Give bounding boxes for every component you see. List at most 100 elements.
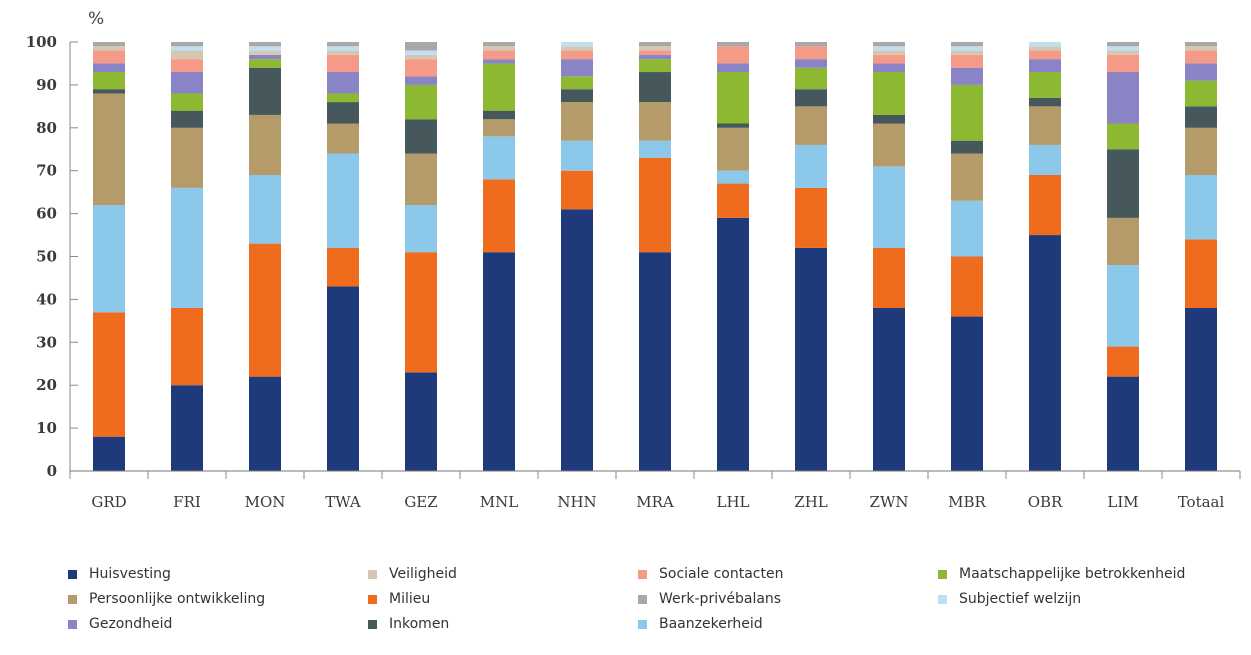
legend-label: Maatschappelijke betrokkenheid (959, 566, 1186, 582)
bar-segment (873, 114, 905, 124)
bar-segment (249, 42, 281, 47)
bar-segment (873, 46, 905, 51)
bar-segment (405, 76, 437, 85)
x-tick-label: FRI (173, 493, 201, 511)
legend-swatch (68, 569, 77, 579)
bar-segment (561, 170, 593, 210)
bar-segment (171, 187, 203, 308)
bar-segment (1185, 42, 1217, 47)
x-tick-label: NHN (557, 493, 596, 511)
bar-segment (561, 102, 593, 141)
bar-segment (327, 93, 359, 103)
x-tick-label: MON (245, 493, 286, 511)
bar-segment (951, 46, 983, 51)
bar-segment (405, 50, 437, 55)
legend-label: Persoonlijke ontwikkeling (89, 591, 266, 607)
bar-segment (639, 252, 671, 471)
bar-segment (639, 140, 671, 158)
x-tick-label: MBR (948, 493, 986, 511)
x-tick-label: MRA (636, 493, 674, 511)
bar-segment (561, 59, 593, 77)
bar-segment (93, 436, 125, 471)
bar-segment (1107, 265, 1139, 347)
bar-segment (327, 72, 359, 94)
bar-stack-mra (639, 42, 671, 471)
bar-segment (1029, 174, 1061, 236)
bar-segment (1107, 46, 1139, 51)
bar-segment (1029, 97, 1061, 107)
bar-segment (405, 42, 437, 51)
bar-segment (327, 54, 359, 73)
bar-segment (171, 110, 203, 128)
bar-segment (639, 102, 671, 141)
bar-segment (639, 46, 671, 51)
bar-segment (249, 67, 281, 115)
bar-segment (717, 72, 749, 124)
bar-segment (405, 205, 437, 253)
x-tick-label: MNL (480, 493, 518, 511)
bar-stack-totaal (1185, 42, 1217, 471)
bar-segment (951, 200, 983, 257)
legend-item: Persoonlijke ontwikkeling (68, 591, 368, 607)
legend-swatch (368, 594, 377, 604)
bar-segment (483, 119, 515, 137)
y-tick-label: 20 (36, 376, 57, 394)
legend-item: Subjectief welzijn (938, 591, 1248, 607)
legend-swatch (938, 569, 947, 579)
bar-segment (873, 50, 905, 55)
x-tick-label: Totaal (1178, 493, 1225, 511)
bar-segment (483, 63, 515, 111)
bar-segment (717, 170, 749, 184)
bar-segment (327, 42, 359, 47)
x-tick-label: LIM (1107, 493, 1138, 511)
bar-segment (1185, 174, 1217, 240)
bar-segment (405, 153, 437, 206)
bar-stack-lhl (717, 42, 749, 471)
bar-segment (171, 385, 203, 471)
legend-item: Inkomen (368, 616, 638, 632)
bar-segment (171, 127, 203, 188)
bar-segment (951, 256, 983, 317)
bar-segment (93, 89, 125, 94)
legend-label: Sociale contacten (659, 566, 784, 582)
x-tick-label: TWA (325, 493, 361, 511)
bar-segment (483, 252, 515, 471)
y-tick-label: 70 (36, 162, 57, 180)
bar-segment (93, 46, 125, 51)
bar-segment (639, 50, 671, 55)
legend-label: Huisvesting (89, 566, 171, 582)
bar-segment (795, 144, 827, 188)
bar-segment (483, 59, 515, 64)
bar-segment (483, 179, 515, 253)
bar-segment (951, 316, 983, 471)
bar-segment (327, 102, 359, 124)
bar-segment (405, 54, 437, 60)
bar-segment (405, 372, 437, 471)
y-axis: 0 10 20 30 40 50 60 70 80 90 100 (26, 33, 78, 480)
bar-segment (1185, 106, 1217, 128)
bar-segment (93, 50, 125, 64)
bar-segment (249, 114, 281, 175)
bar-stack-zwn (873, 42, 905, 471)
bar-segment (405, 119, 437, 154)
bar-segment (717, 183, 749, 218)
bar-segment (639, 59, 671, 73)
bar-segment (1029, 46, 1061, 51)
bar-segment (717, 42, 749, 47)
legend-swatch (938, 594, 947, 604)
bar-segment (873, 54, 905, 64)
bar-segment (171, 42, 203, 47)
bar-segment (639, 54, 671, 60)
legend-label: Werk-privébalans (659, 591, 782, 607)
y-tick-label: 90 (36, 76, 57, 94)
bar-segment (171, 72, 203, 94)
bar-segment (1107, 217, 1139, 266)
x-tick-label: LHL (716, 493, 749, 511)
bar-segment (483, 42, 515, 47)
bar-segment (93, 72, 125, 90)
bar-segment (873, 166, 905, 248)
bar-segment (717, 123, 749, 128)
bar-stack-obr (1029, 42, 1061, 471)
bar-segment (951, 84, 983, 141)
